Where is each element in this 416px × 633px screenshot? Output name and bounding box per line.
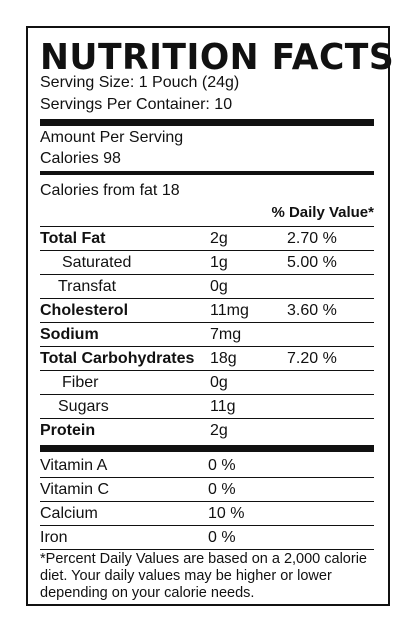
calories-from-fat: Calories from fat 18 (40, 182, 180, 199)
footnote: *Percent Daily Values are based on a 2,0… (40, 551, 367, 601)
nutrient-daily-value: 3.60 % (287, 302, 337, 319)
nutrient-row-sodium: Sodium 7mg (40, 323, 374, 347)
nutrient-row-total-fat: Total Fat 2g 2.70 % (40, 227, 374, 251)
medium-divider (40, 171, 374, 175)
vitamin-amount: 0 % (208, 457, 236, 474)
vitamin-name: Vitamin A (40, 457, 108, 474)
nutrient-name: Protein (40, 422, 96, 439)
vitamin-name: Calcium (40, 505, 98, 522)
nutrient-amount: 18g (210, 350, 237, 367)
divider (40, 226, 374, 227)
nutrient-amount: 7mg (210, 326, 242, 343)
nutrient-amount: 1g (210, 254, 228, 271)
daily-value-header: % Daily Value* (271, 204, 374, 221)
vitamin-name: Vitamin C (40, 481, 110, 498)
nutrient-row-sugars: Sugars 11g (40, 395, 374, 419)
nutrient-name: Total Carbohydrates (40, 350, 195, 367)
nutrient-amount: 11mg (210, 302, 249, 319)
thick-divider (40, 445, 374, 452)
nutrient-name: Saturated (62, 254, 132, 271)
calories: Calories 98 (40, 150, 121, 167)
nutrient-name: Total Fat (40, 230, 106, 247)
vitamin-row-calcium: Calcium 10 % (40, 502, 374, 526)
vitamin-row-vitamin-c: Vitamin C 0 % (40, 478, 374, 502)
nutrient-amount: 2g (210, 422, 228, 439)
vitamin-amount: 0 % (208, 481, 236, 498)
serving-size: Serving Size: 1 Pouch (24g) (40, 74, 240, 91)
vitamin-row-vitamin-a: Vitamin A 0 % (40, 454, 374, 478)
nutrient-row-saturated: Saturated 1g 5.00 % (40, 251, 374, 275)
nutrient-amount: 0g (210, 278, 228, 295)
nutrient-amount: 2g (210, 230, 228, 247)
nutrient-daily-value: 7.20 % (287, 350, 337, 367)
label-title: NUTRITION FACTS (40, 37, 395, 78)
vitamin-row-iron: Iron 0 % (40, 526, 374, 550)
vitamin-amount: 0 % (208, 529, 236, 546)
nutrient-daily-value: 2.70 % (287, 230, 337, 247)
amount-per-serving: Amount Per Serving (40, 129, 184, 146)
nutrient-name: Fiber (62, 374, 99, 391)
thick-divider (40, 119, 374, 126)
nutrient-row-cholesterol: Cholesterol 11mg 3.60 % (40, 299, 374, 323)
nutrient-name: Sugars (58, 398, 109, 415)
nutrient-row-fiber: Fiber 0g (40, 371, 374, 395)
nutrient-row-transfat: Transfat 0g (40, 275, 374, 299)
nutrient-amount: 0g (210, 374, 228, 391)
nutrition-facts-label: NUTRITION FACTS Serving Size: 1 Pouch (2… (26, 26, 395, 606)
nutrient-daily-value: 5.00 % (287, 254, 337, 271)
nutrient-name: Sodium (40, 326, 99, 343)
nutrient-name: Transfat (58, 278, 117, 295)
nutrient-row-protein: Protein 2g (40, 419, 374, 442)
servings-per-container: Servings Per Container: 10 (40, 96, 233, 113)
vitamin-name: Iron (40, 529, 68, 546)
vitamin-amount: 10 % (208, 505, 245, 522)
nutrient-amount: 11g (210, 398, 236, 415)
nutrient-row-total-carbohydrates: Total Carbohydrates 18g 7.20 % (40, 347, 374, 371)
nutrient-name: Cholesterol (40, 302, 129, 319)
